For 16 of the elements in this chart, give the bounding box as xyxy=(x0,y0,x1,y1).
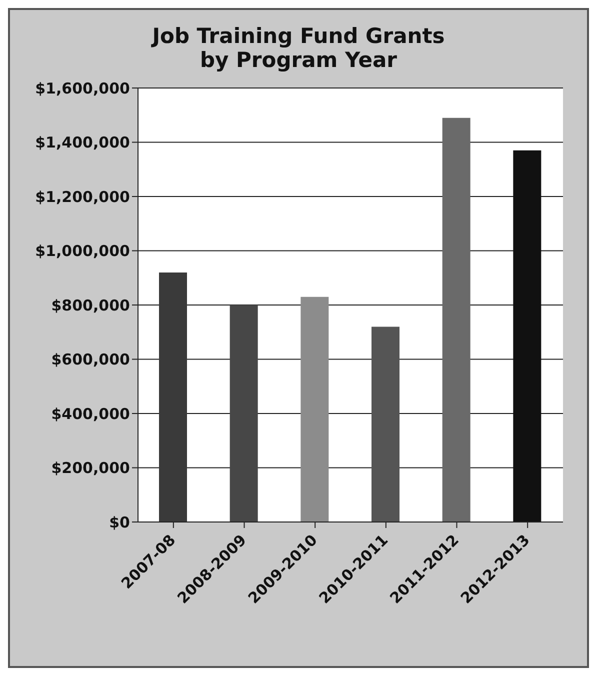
bar xyxy=(372,326,400,522)
bar xyxy=(442,118,470,522)
y-tick-label: $1,000,000 xyxy=(35,242,130,260)
bar xyxy=(159,272,187,522)
y-tick-label: $1,600,000 xyxy=(35,79,130,98)
y-tick-label: $800,000 xyxy=(51,296,130,314)
y-tick-label: $0 xyxy=(109,513,130,532)
bar xyxy=(230,305,258,522)
y-tick-label: $600,000 xyxy=(51,350,130,369)
bar xyxy=(513,150,542,522)
y-tick-label: $400,000 xyxy=(51,404,130,423)
bar xyxy=(300,296,329,522)
y-tick-label: $1,200,000 xyxy=(35,188,130,206)
y-tick-label: $1,400,000 xyxy=(35,134,130,152)
y-tick-label: $200,000 xyxy=(51,459,130,478)
chart-title: Job Training Fund Grants by Program Year xyxy=(150,23,446,72)
